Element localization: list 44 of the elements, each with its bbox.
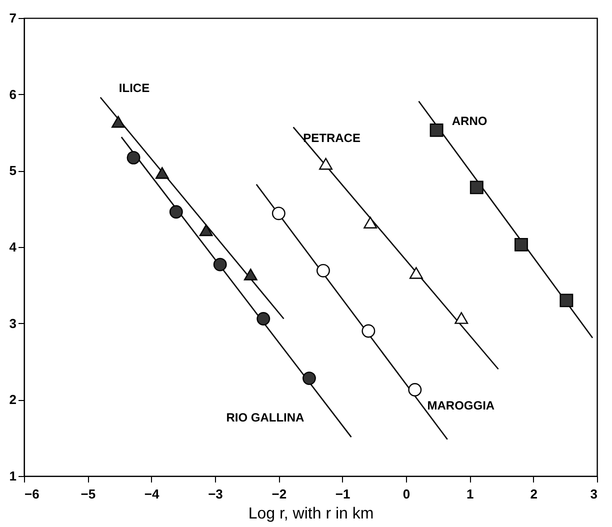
y-tick-label: 5 bbox=[9, 163, 16, 178]
point bbox=[199, 224, 213, 236]
y-tick-label: 1 bbox=[9, 468, 16, 484]
x-tick-label: 3 bbox=[590, 486, 598, 502]
series-label: PETRACE bbox=[303, 130, 360, 145]
point bbox=[169, 205, 183, 219]
point bbox=[362, 324, 376, 338]
x-tick-label: −2 bbox=[272, 486, 287, 502]
series-label: MAROGGIA bbox=[427, 398, 495, 413]
point bbox=[470, 180, 484, 194]
point bbox=[155, 167, 169, 179]
point bbox=[430, 123, 444, 137]
x-tick-label: 0 bbox=[402, 486, 410, 502]
x-tick-label: 1 bbox=[466, 486, 474, 502]
y-tick-label: 6 bbox=[9, 86, 16, 102]
point bbox=[364, 216, 378, 228]
point bbox=[319, 158, 333, 170]
y-tick-label: 2 bbox=[9, 392, 16, 408]
series-label: ARNO bbox=[452, 114, 488, 128]
x-tick-label: −4 bbox=[144, 486, 160, 502]
x-tick-label: −1 bbox=[335, 486, 350, 502]
point bbox=[126, 150, 140, 164]
series-label: ILICE bbox=[118, 80, 150, 95]
y-tick-label: 4 bbox=[9, 240, 18, 254]
y-tick-label: 3 bbox=[9, 316, 16, 331]
point bbox=[408, 383, 422, 396]
x-tick-label: −3 bbox=[208, 486, 223, 502]
point bbox=[213, 258, 227, 272]
x-tick-label: −5 bbox=[80, 486, 96, 502]
point bbox=[256, 312, 270, 326]
point bbox=[316, 264, 330, 278]
point bbox=[514, 238, 528, 252]
text: RIO GALLINA bbox=[226, 410, 305, 424]
point bbox=[560, 294, 574, 308]
point bbox=[244, 268, 258, 280]
point bbox=[112, 116, 125, 128]
point bbox=[272, 206, 286, 220]
x-tick-label: −6 bbox=[24, 486, 40, 502]
y-tick-label: 7 bbox=[9, 10, 16, 26]
x-axis-title: Log r, with r in km bbox=[248, 506, 374, 522]
point bbox=[454, 312, 468, 324]
point bbox=[409, 267, 423, 279]
x-tick-label: 2 bbox=[530, 486, 538, 502]
point bbox=[302, 372, 316, 386]
